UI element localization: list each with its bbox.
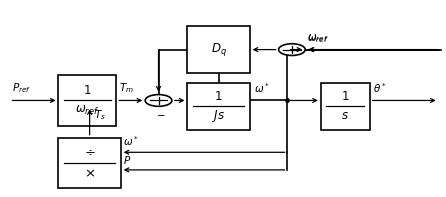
Text: $-$: $-$ [156, 110, 165, 119]
Bar [321, 83, 370, 130]
Text: $1$: $1$ [341, 90, 350, 103]
Text: $\omega_{ref}$: $\omega_{ref}$ [75, 104, 99, 117]
Text: $\omega^*$: $\omega^*$ [123, 135, 139, 148]
Text: $\div$: $\div$ [84, 145, 95, 158]
Text: $\omega_{ref}$: $\omega_{ref}$ [307, 33, 329, 45]
Text: $D_q$: $D_q$ [211, 41, 227, 58]
Bar [187, 83, 250, 130]
Bar [58, 75, 116, 126]
Bar [187, 26, 250, 73]
Text: $\times$: $\times$ [84, 168, 95, 181]
Text: $T_m$: $T_m$ [119, 81, 133, 95]
Text: $P$: $P$ [123, 154, 131, 166]
Text: $\omega_{ref}$: $\omega_{ref}$ [307, 32, 329, 44]
Text: $Js$: $Js$ [212, 108, 225, 124]
Bar [58, 138, 121, 189]
Text: $1$: $1$ [83, 84, 91, 97]
Circle shape [279, 44, 305, 56]
Text: $\omega^*$: $\omega^*$ [254, 81, 270, 95]
Text: $\theta^*$: $\theta^*$ [373, 81, 387, 95]
Text: $P_{ref}$: $P_{ref}$ [12, 81, 31, 95]
Text: $1$: $1$ [215, 90, 223, 103]
Text: $T_s$: $T_s$ [94, 108, 106, 122]
Circle shape [145, 95, 172, 106]
Text: $s$: $s$ [341, 109, 349, 122]
